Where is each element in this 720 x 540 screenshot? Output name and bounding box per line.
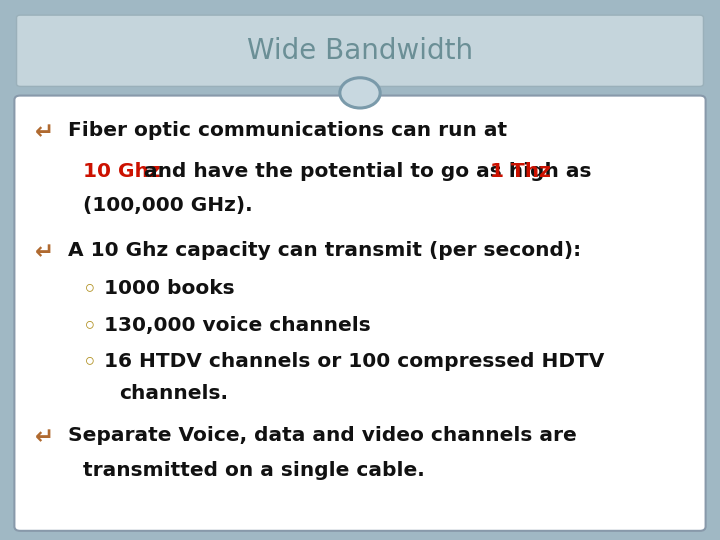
- FancyBboxPatch shape: [14, 96, 706, 531]
- Text: A 10 Ghz capacity can transmit (per second):: A 10 Ghz capacity can transmit (per seco…: [68, 241, 582, 260]
- Text: Wide Bandwidth: Wide Bandwidth: [247, 37, 473, 65]
- Text: channels.: channels.: [119, 384, 228, 403]
- Text: ◦: ◦: [83, 316, 96, 336]
- Text: and have the potential to go as high as: and have the potential to go as high as: [137, 162, 598, 181]
- Circle shape: [340, 78, 380, 108]
- Text: 16 HTDV channels or 100 compressed HDTV: 16 HTDV channels or 100 compressed HDTV: [104, 352, 605, 372]
- Text: transmitted on a single cable.: transmitted on a single cable.: [83, 461, 425, 480]
- FancyBboxPatch shape: [17, 15, 703, 86]
- Text: 10 Ghz: 10 Ghz: [83, 162, 161, 181]
- Text: ↵: ↵: [35, 241, 54, 264]
- Text: ↵: ↵: [35, 122, 54, 145]
- Text: Separate Voice, data and video channels are: Separate Voice, data and video channels …: [68, 427, 577, 446]
- Text: Fiber optic communications can run at: Fiber optic communications can run at: [68, 122, 508, 140]
- Text: ◦: ◦: [83, 279, 96, 300]
- Text: 1000 books: 1000 books: [104, 279, 235, 299]
- Text: (100,000 GHz).: (100,000 GHz).: [83, 197, 253, 215]
- Text: 130,000 voice channels: 130,000 voice channels: [104, 316, 371, 335]
- Text: 1 Thz: 1 Thz: [490, 162, 551, 181]
- Text: ↵: ↵: [35, 427, 54, 449]
- Text: ◦: ◦: [83, 352, 96, 373]
